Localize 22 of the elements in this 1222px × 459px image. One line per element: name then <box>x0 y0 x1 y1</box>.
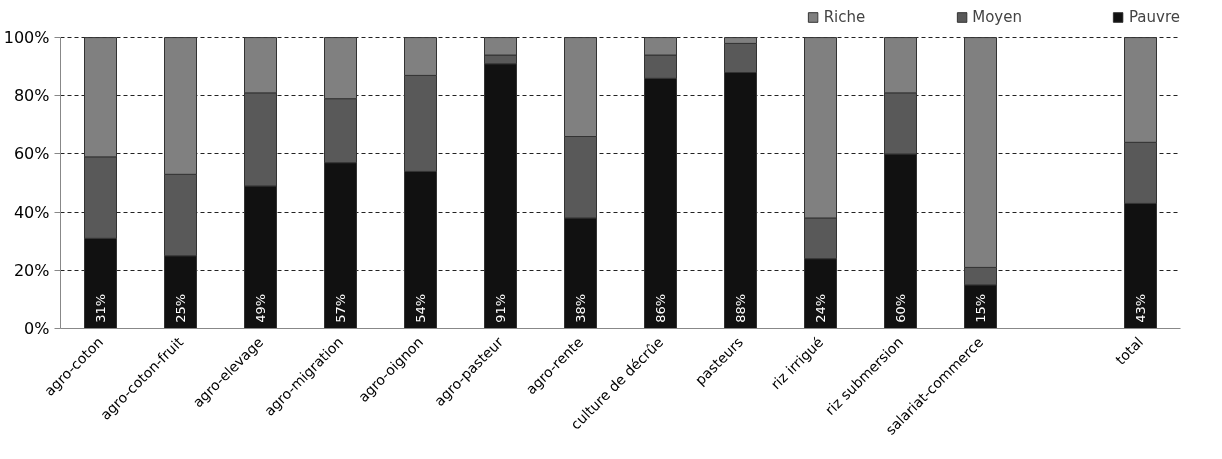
legend-label: Pauvre <box>1128 8 1180 26</box>
data-label: 91% <box>493 293 508 323</box>
data-label: 57% <box>333 293 348 323</box>
data-label: 86% <box>653 293 668 323</box>
data-label: 38% <box>573 293 588 323</box>
data-label: 88% <box>733 293 748 323</box>
data-label: 15% <box>973 293 988 323</box>
y-tick-label: 80% <box>13 86 50 106</box>
y-tick-label: 20% <box>13 260 50 280</box>
data-label: 54% <box>413 293 428 323</box>
data-label: 25% <box>173 293 188 323</box>
y-tick-label: 40% <box>13 202 50 222</box>
legend-label: Moyen <box>972 8 1022 26</box>
data-label: 24% <box>813 293 828 323</box>
y-tick-label: 0% <box>24 319 50 338</box>
data-label: 49% <box>253 293 268 323</box>
legend-label: Riche <box>823 8 866 26</box>
data-label: 31% <box>93 293 108 323</box>
y-tick-label: 60% <box>13 144 50 164</box>
y-tick-label: 100% <box>3 28 50 48</box>
data-label: 43% <box>1133 293 1148 323</box>
data-label: 60% <box>893 293 908 323</box>
